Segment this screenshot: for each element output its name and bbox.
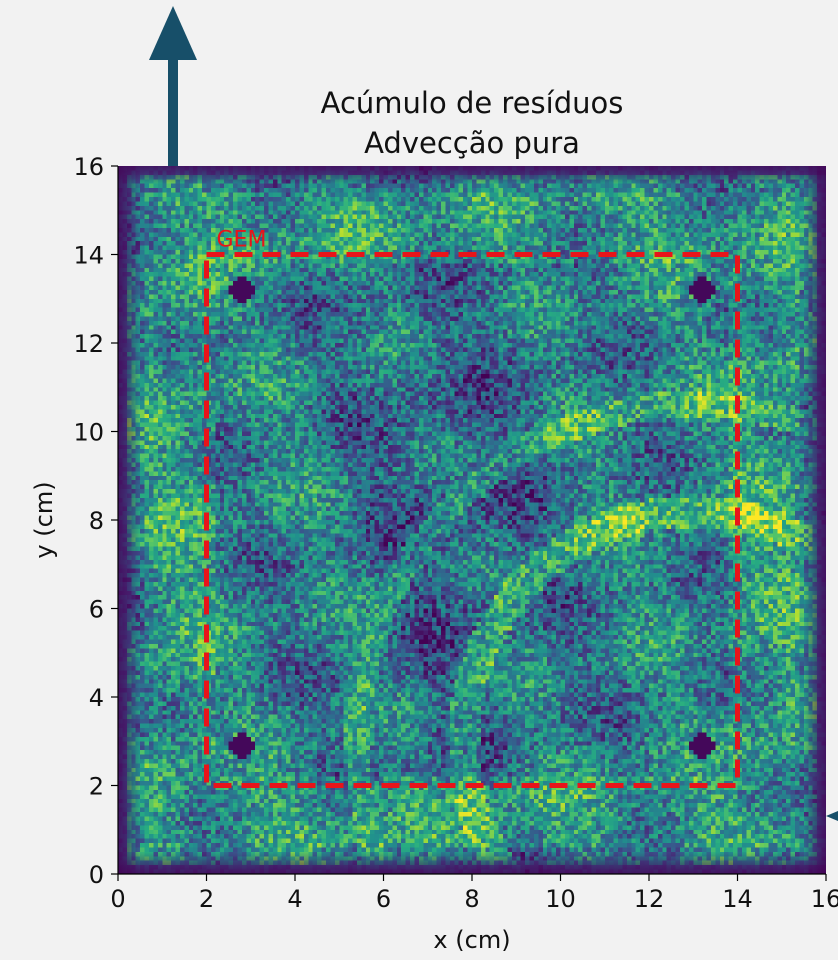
edge-shade-left [118,166,140,874]
x-tick-label: 4 [287,885,302,913]
heatmap-image [118,166,826,874]
y-ticks: 0 2 4 6 8 10 12 14 16 [73,153,118,889]
left-arrow-icon [826,811,838,821]
x-tick-label: 6 [376,885,391,913]
gem-region: GEM [204,228,740,788]
edge-shade-right [804,166,826,874]
y-tick-label: 4 [89,684,104,712]
heatmap-field [118,166,826,874]
y-tick-label: 2 [89,773,104,801]
gem-region-label: GEM [217,228,267,253]
y-tick-label: 10 [73,419,104,447]
y-tick-label: 8 [89,507,104,535]
x-tick-label: 10 [545,885,576,913]
x-axis-label: x (cm) [433,926,510,954]
y-tick-label: 16 [73,153,104,181]
chart-title-line-1: Acúmulo de resíduos [321,86,624,120]
chart-title-line-2: Advecção pura [364,126,580,160]
y-tick-label: 6 [89,596,104,624]
y-tick-label: 12 [73,330,104,358]
up-arrow-icon [149,6,197,172]
y-tick-label: 0 [89,861,104,889]
x-tick-label: 8 [464,885,479,913]
y-tick-label: 14 [73,242,104,270]
edge-shade-top [118,166,826,184]
y-axis-label: y (cm) [30,481,58,558]
x-tick-label: 14 [722,885,753,913]
x-ticks: 0 2 4 6 8 10 12 14 16 [110,874,838,913]
x-tick-label: 2 [199,885,214,913]
x-tick-label: 12 [634,885,665,913]
x-tick-label: 16 [811,885,838,913]
edge-shade-bottom [118,852,826,874]
x-tick-label: 0 [110,885,125,913]
gem-region-box [204,252,740,788]
